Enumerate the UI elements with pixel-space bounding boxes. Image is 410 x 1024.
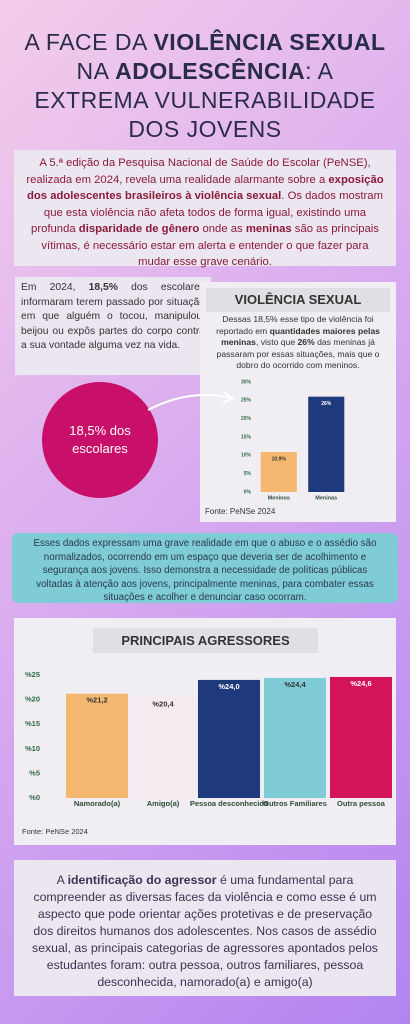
chart-title: VIOLÊNCIA SEXUAL (206, 288, 390, 312)
y-tick-label: %5 (29, 768, 40, 777)
text: 18,5% (88, 282, 118, 293)
text: dos escolares informaram terem passado p… (21, 282, 205, 351)
title-part: NA (76, 58, 116, 84)
bar (263, 677, 327, 798)
y-tick-label: 20% (241, 416, 252, 422)
text: das meninas já passaram por essas situaç… (216, 337, 380, 370)
text: Em 2024, (21, 282, 89, 293)
title: A FACE DA VIOLÊNCIA SEXUAL NA ADOLESCÊNC… (20, 28, 390, 144)
value-label: %24,4 (284, 680, 306, 689)
y-tick-label: %25 (25, 670, 40, 679)
bar (65, 693, 129, 798)
intro: A 5.ª edição da Pesquisa Nacional de Saú… (14, 150, 396, 268)
title-part: A FACE DA (24, 29, 154, 55)
y-tick-label: 15% (241, 434, 252, 440)
text: . Os dados mostram que esta violência nã… (31, 190, 384, 235)
arrow-head (222, 391, 235, 404)
closing: A identificação do agressor é uma fundam… (14, 860, 396, 996)
text: Dessas 18,5% esse tipo de violência foi … (216, 314, 374, 336)
title-part: : A EXTREMA VULNERABILIDADE DOS JOVENS (34, 58, 376, 142)
bar (329, 676, 393, 798)
value-label: 26% (321, 401, 332, 407)
x-tick-label: Pessoa desconhecida (190, 799, 269, 808)
x-tick-label: Amigo(a) (147, 799, 180, 808)
bar (197, 679, 261, 798)
value-label: %24,6 (350, 679, 371, 688)
circle-text: 18,5% dos escolares (69, 423, 131, 456)
side-text: Em 2024, 18,5% dos escolares informaram … (15, 277, 211, 375)
arrow (147, 393, 233, 411)
highlight-circle: 18,5% dos escolares (42, 382, 158, 498)
x-tick-label: Meninas (315, 495, 337, 501)
bar (308, 396, 345, 492)
y-tick-label: 30% (241, 379, 252, 385)
teal-text: Esses dados expressam uma grave realidad… (12, 533, 398, 603)
bar (131, 697, 195, 798)
chart-card (200, 282, 396, 522)
text: identificação do agressor (67, 873, 217, 887)
text: , visto que (255, 337, 298, 347)
text: quantidades maiores pelas meninas (221, 325, 380, 348)
text: exposição dos adolescentes brasileiros à… (26, 173, 384, 203)
x-tick-label: Namorado(a) (74, 799, 121, 808)
value-label: %24,0 (218, 682, 239, 691)
x-tick-label: Meninos (268, 495, 290, 501)
value-label: %20,4 (152, 700, 174, 709)
y-tick-label: %10 (25, 744, 40, 753)
x-tick-label: Outra pessoa (337, 799, 386, 808)
y-tick-label: 0% (244, 489, 252, 495)
y-tick-label: %20 (25, 695, 40, 704)
value-label: %21,2 (86, 696, 107, 705)
title-part: ADOLESCÊNCIA (115, 58, 306, 84)
source: Fonte: PeNSe 2024 (205, 507, 276, 516)
value-label: 10,9% (272, 456, 287, 462)
chart-description: Dessas 18,5% esse tipo de violência foi … (210, 314, 386, 372)
text: A 5.ª edição da Pesquisa Nacional de Saú… (26, 157, 371, 186)
text: 26% (297, 337, 315, 347)
text: meninas (245, 223, 292, 235)
y-tick-label: 25% (241, 398, 252, 404)
bar (260, 452, 297, 492)
y-tick-label: %15 (25, 719, 40, 728)
y-tick-label: 10% (241, 453, 252, 459)
y-tick-label: %0 (29, 793, 40, 802)
x-tick-label: Outros Familiares (263, 799, 327, 808)
text: A (56, 873, 68, 887)
text: é uma fundamental para compreender as di… (32, 873, 378, 989)
text: onde as (199, 223, 246, 235)
chart-title: PRINCIPAIS AGRESSORES (93, 628, 318, 653)
text: disparidade de gênero (78, 223, 200, 235)
source: Fonte: PeNSe 2024 (22, 827, 88, 836)
title-part: VIOLÊNCIA SEXUAL (153, 29, 386, 55)
y-tick-label: 5% (244, 471, 252, 477)
text: são as principais vítimas, é necessário … (41, 223, 379, 268)
